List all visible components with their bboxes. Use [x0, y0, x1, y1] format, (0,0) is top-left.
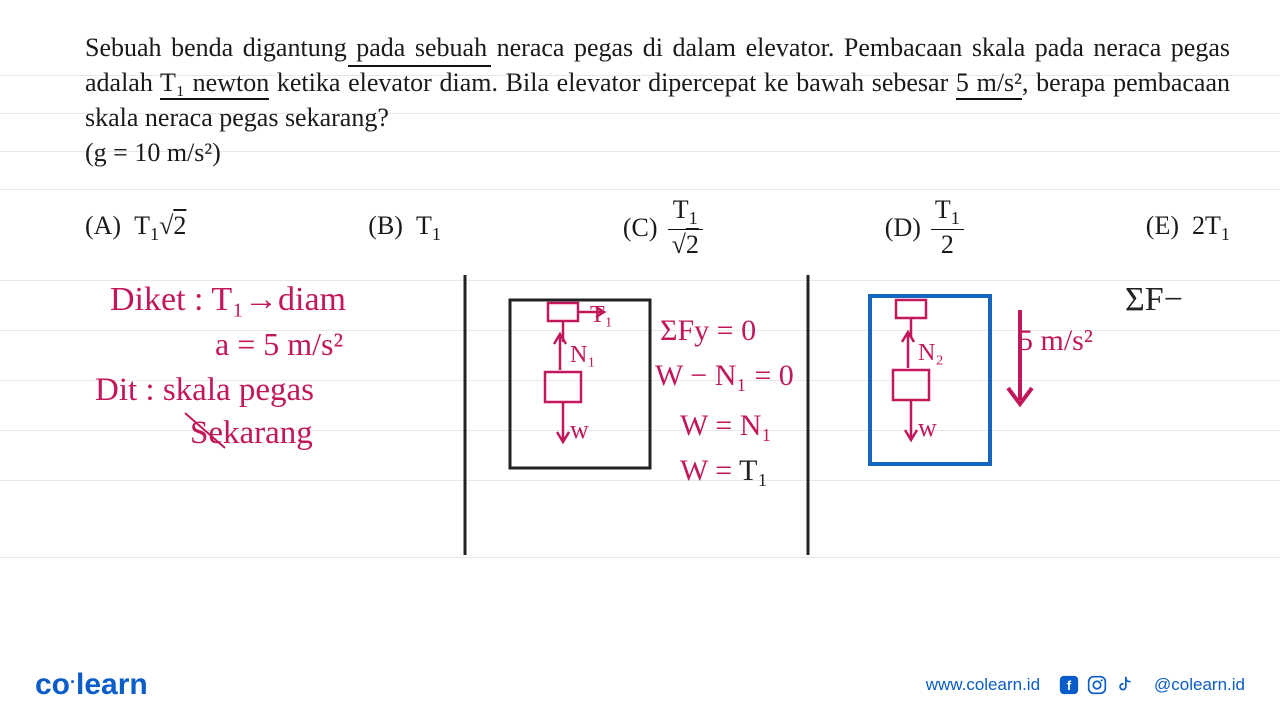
svg-text:f: f: [1067, 678, 1072, 693]
hw-ef: ΣF−: [1125, 281, 1183, 318]
social-icons: f: [1058, 674, 1136, 696]
q-line2-end: . Bila elevator: [491, 68, 640, 97]
hw-accel2: 5 m/s²: [1018, 324, 1093, 357]
hw-eq2: W − N₁ = 0: [655, 359, 794, 392]
hw-eq3: W = N₁: [680, 409, 772, 442]
svg-text:T₁: T₁: [590, 302, 613, 328]
footer-url: www.colearn.id: [926, 675, 1040, 695]
hw-dit: Dit : skala pegas: [95, 372, 314, 408]
facebook-icon: f: [1058, 674, 1080, 696]
q-line3-pre: dipercepat ke bawah sebesar: [648, 68, 956, 97]
tiktok-icon: [1114, 674, 1136, 696]
instagram-icon: [1086, 674, 1108, 696]
option-a: (A) T1√2: [85, 211, 186, 245]
svg-text:N₂: N₂: [918, 340, 944, 366]
hw-diket: Diket : T₁→diam: [110, 281, 346, 318]
svg-text:w: w: [918, 413, 937, 442]
option-b: (B) T1: [368, 211, 441, 245]
footer: co·learn www.colearn.id f @colearn.id: [0, 668, 1280, 702]
question-text: Sebuah benda digantung pada sebuah nerac…: [85, 30, 1230, 170]
logo: co·learn: [35, 668, 148, 702]
q-line1: Sebuah benda digantung pada sebuah nerac…: [85, 33, 962, 62]
q-line4: (g = 10 m/s²): [85, 138, 221, 167]
footer-handle: @colearn.id: [1154, 675, 1245, 695]
option-c: (C) T1√2: [623, 195, 703, 260]
hw-sekarang: Sekarang: [190, 415, 313, 451]
answer-options: (A) T1√2 (B) T1 (C) T1√2 (D) T12 (E) 2T1: [85, 195, 1230, 260]
option-e: (E) 2T1: [1146, 211, 1230, 245]
hw-a: a = 5 m/s²: [215, 326, 343, 362]
q-accel: 5 m/s²: [956, 68, 1022, 100]
q-t1: T₁ newton: [160, 68, 269, 100]
svg-text:w: w: [570, 415, 589, 444]
hw-eq4: W = T₁: [680, 454, 768, 487]
q-elevator-diam: elevator diam: [348, 65, 491, 97]
option-d: (D) T12: [885, 195, 964, 260]
svg-text:N₁: N₁: [570, 342, 596, 368]
hw-eq1: ΣFy = 0: [660, 314, 756, 347]
q-line2-mid: ketika: [269, 68, 348, 97]
